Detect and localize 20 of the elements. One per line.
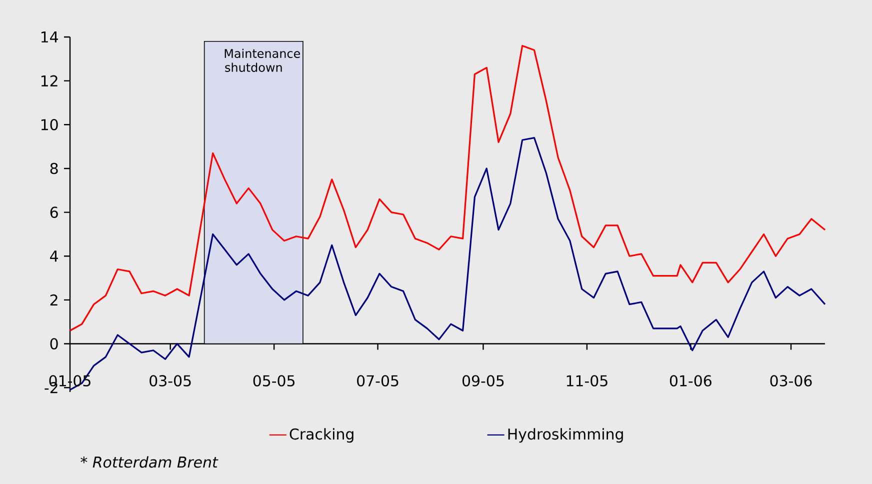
y-tick-label: 8 xyxy=(50,162,58,174)
x-tick-label: 01-06 xyxy=(670,375,712,386)
x-tick-label: 03-06 xyxy=(770,375,812,386)
text: * Rotterdam Brent xyxy=(80,456,218,468)
legend-label: Cracking xyxy=(290,428,354,443)
line-series xyxy=(69,44,826,332)
x-tick-label: 07-05 xyxy=(357,375,398,386)
legend-label: Hydroskimming xyxy=(508,428,623,443)
y-tick-label: 10 xyxy=(41,118,58,130)
y-tick-label: 12 xyxy=(41,75,58,86)
y-tick-label: 14 xyxy=(41,32,58,42)
y-tick-label: 0 xyxy=(50,338,58,350)
x-tick-label: 09-05 xyxy=(462,375,504,386)
x-tick-label: 11-05 xyxy=(566,375,608,386)
x-tick-label: 03-05 xyxy=(150,375,191,386)
y-tick-label: 2 xyxy=(50,294,58,306)
x-tick-label: 05-05 xyxy=(253,375,294,386)
y-tick-label: 6 xyxy=(50,206,58,218)
band-label: Maintenance shutdown xyxy=(224,48,300,72)
y-tick-label: 4 xyxy=(50,250,58,262)
